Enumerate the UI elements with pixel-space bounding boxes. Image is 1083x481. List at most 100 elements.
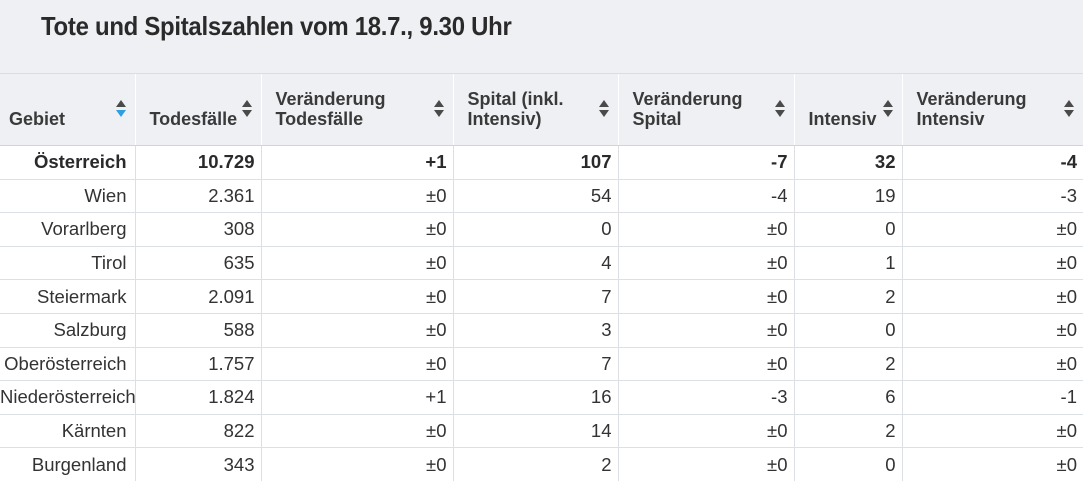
cell-veraenderung-spital: ±0 bbox=[617, 447, 794, 481]
column-header-label: Veränderung Spital bbox=[632, 89, 743, 129]
page-title: Tote und Spitalszahlen vom 18.7., 9.30 U… bbox=[41, 11, 512, 41]
cell-intensiv: 2 bbox=[793, 414, 902, 449]
sort-descending-icon bbox=[1064, 110, 1074, 117]
table-row: Vorarlberg 308 ±0 0 ±0 0 ±0 bbox=[0, 212, 1083, 247]
sort-ascending-icon bbox=[241, 100, 252, 107]
cell-intensiv: 0 bbox=[793, 447, 902, 481]
column-header-label: Intensiv bbox=[808, 109, 877, 129]
sort-arrows-icon[interactable] bbox=[1063, 100, 1075, 120]
sort-descending-icon bbox=[598, 110, 609, 117]
table-row: Tirol 635 ±0 4 ±0 1 ±0 bbox=[0, 246, 1083, 281]
cell-intensiv: 2 bbox=[793, 279, 902, 314]
cell-veraenderung-spital: ±0 bbox=[617, 279, 794, 314]
sort-ascending-icon bbox=[882, 100, 893, 107]
table-body: Österreich 10.729 +1 107 -7 32 -4 Wien 2.361 ±0 54… bbox=[0, 145, 1083, 481]
sort-arrows-icon[interactable] bbox=[241, 100, 253, 120]
cell-gebiet: Vorarlberg bbox=[0, 212, 135, 247]
column-header-spital[interactable]: Spital (inkl. Intensiv) bbox=[452, 73, 618, 146]
table-row: Oberösterreich 1.757 ±0 7 ±0 2 ±0 bbox=[0, 347, 1083, 382]
cell-intensiv: 19 bbox=[793, 179, 902, 214]
cell-gebiet: Salzburg bbox=[0, 313, 135, 348]
sort-descending-icon bbox=[433, 110, 444, 117]
cell-intensiv: 2 bbox=[793, 347, 902, 382]
sort-ascending-icon bbox=[433, 100, 444, 107]
cell-gebiet: Steiermark bbox=[0, 279, 135, 314]
cell-spital: 54 bbox=[452, 179, 618, 214]
header-row: Gebiet Todesfälle Veränderung Todesfälle Sp… bbox=[0, 73, 1083, 146]
sort-ascending-icon bbox=[1064, 100, 1074, 107]
sort-ascending-icon bbox=[598, 100, 609, 107]
title-bar: Tote und Spitalszahlen vom 18.7., 9.30 U… bbox=[0, 0, 1083, 73]
sort-arrows-icon[interactable] bbox=[774, 100, 786, 120]
cell-spital: 16 bbox=[452, 380, 618, 415]
cell-spital: 7 bbox=[452, 279, 618, 314]
cell-veraenderung-todesfaelle: ±0 bbox=[260, 179, 453, 214]
cell-gebiet: Tirol bbox=[0, 246, 135, 281]
cell-veraenderung-todesfaelle: ±0 bbox=[260, 279, 453, 314]
cell-spital: 107 bbox=[452, 145, 618, 180]
cell-veraenderung-spital: ±0 bbox=[617, 347, 794, 382]
cell-spital: 2 bbox=[452, 447, 618, 481]
cell-todesfaelle: 343 bbox=[134, 447, 261, 481]
cell-gebiet: Oberösterreich bbox=[0, 347, 135, 382]
cell-intensiv: 0 bbox=[793, 212, 902, 247]
table-header: Gebiet Todesfälle Veränderung Todesfälle Sp… bbox=[0, 73, 1083, 146]
cell-veraenderung-todesfaelle: ±0 bbox=[260, 212, 453, 247]
cell-veraenderung-spital: ±0 bbox=[617, 246, 794, 281]
cell-spital: 0 bbox=[452, 212, 618, 247]
sort-arrows-icon[interactable] bbox=[598, 100, 610, 120]
column-header-veraenderung-todesfaelle[interactable]: Veränderung Todesfälle bbox=[260, 73, 453, 146]
cell-veraenderung-intensiv: -1 bbox=[901, 380, 1083, 415]
sort-descending-icon bbox=[774, 110, 785, 117]
sort-arrows-icon[interactable] bbox=[433, 100, 445, 120]
column-header-intensiv[interactable]: Intensiv bbox=[793, 73, 902, 146]
sort-arrows-icon[interactable] bbox=[115, 100, 127, 120]
cell-veraenderung-intensiv: -3 bbox=[901, 179, 1083, 214]
cell-todesfaelle: 588 bbox=[134, 313, 261, 348]
cell-veraenderung-todesfaelle: ±0 bbox=[260, 246, 453, 281]
cell-veraenderung-intensiv: ±0 bbox=[901, 246, 1083, 281]
cell-veraenderung-intensiv: ±0 bbox=[901, 279, 1083, 314]
cell-gebiet: Wien bbox=[0, 179, 135, 214]
cell-todesfaelle: 635 bbox=[134, 246, 261, 281]
table-row: Steiermark 2.091 ±0 7 ±0 2 ±0 bbox=[0, 279, 1083, 314]
cell-intensiv: 6 bbox=[793, 380, 902, 415]
table-row: Salzburg 588 ±0 3 ±0 0 ±0 bbox=[0, 313, 1083, 348]
cell-veraenderung-spital: -7 bbox=[617, 145, 794, 180]
cell-gebiet: Österreich bbox=[0, 145, 135, 180]
cell-spital: 3 bbox=[452, 313, 618, 348]
cell-todesfaelle: 308 bbox=[134, 212, 261, 247]
column-header-label: Todesfälle bbox=[149, 109, 238, 129]
sort-descending-icon bbox=[115, 110, 126, 117]
cell-spital: 4 bbox=[452, 246, 618, 281]
cell-todesfaelle: 2.361 bbox=[134, 179, 261, 214]
cell-todesfaelle: 1.824 bbox=[134, 380, 261, 415]
column-header-label: Veränderung Intensiv bbox=[916, 89, 1027, 129]
cell-veraenderung-todesfaelle: ±0 bbox=[260, 414, 453, 449]
cell-veraenderung-spital: -3 bbox=[617, 380, 794, 415]
cell-veraenderung-intensiv: ±0 bbox=[901, 313, 1083, 348]
table-row: Wien 2.361 ±0 54 -4 19 -3 bbox=[0, 179, 1083, 214]
column-header-label: Spital (inkl. Intensiv) bbox=[467, 89, 564, 129]
sort-descending-icon bbox=[882, 110, 893, 117]
cell-veraenderung-intensiv: ±0 bbox=[901, 414, 1083, 449]
cell-todesfaelle: 10.729 bbox=[134, 145, 261, 180]
column-header-todesfaelle[interactable]: Todesfälle bbox=[134, 73, 261, 146]
cell-todesfaelle: 2.091 bbox=[134, 279, 261, 314]
cell-veraenderung-todesfaelle: ±0 bbox=[260, 347, 453, 382]
cell-veraenderung-todesfaelle: +1 bbox=[260, 145, 453, 180]
column-header-label: Veränderung Todesfälle bbox=[275, 89, 386, 129]
column-header-gebiet[interactable]: Gebiet bbox=[0, 73, 135, 146]
column-header-veraenderung-spital[interactable]: Veränderung Spital bbox=[617, 73, 794, 146]
cell-veraenderung-spital: ±0 bbox=[617, 313, 794, 348]
cell-spital: 14 bbox=[452, 414, 618, 449]
cell-todesfaelle: 822 bbox=[134, 414, 261, 449]
column-header-veraenderung-intensiv[interactable]: Veränderung Intensiv bbox=[901, 73, 1083, 146]
cell-veraenderung-intensiv: ±0 bbox=[901, 212, 1083, 247]
table-row: Niederösterreich 1.824 +1 16 -3 6 -1 bbox=[0, 380, 1083, 415]
sort-arrows-icon[interactable] bbox=[882, 100, 894, 120]
cell-veraenderung-intensiv: ±0 bbox=[901, 347, 1083, 382]
table-row: Burgenland 343 ±0 2 ±0 0 ±0 bbox=[0, 447, 1083, 481]
sort-descending-icon bbox=[241, 110, 252, 117]
cell-veraenderung-todesfaelle: ±0 bbox=[260, 313, 453, 348]
